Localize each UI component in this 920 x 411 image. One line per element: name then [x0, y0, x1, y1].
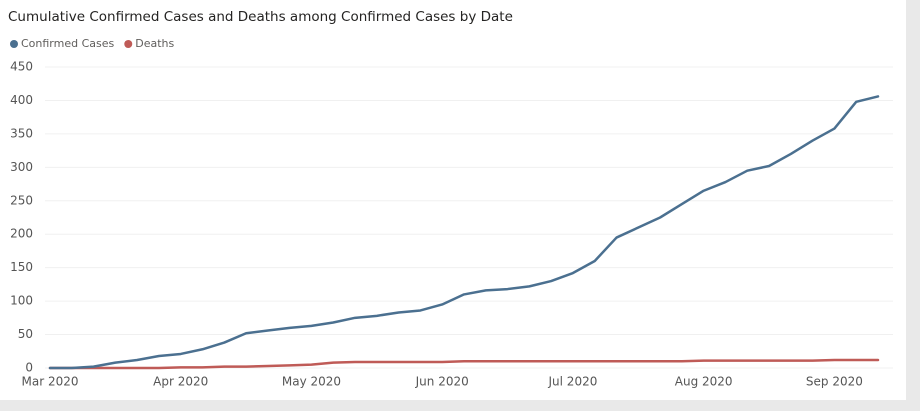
- y-tick-label: 350: [10, 126, 33, 140]
- x-tick-label: Jun 2020: [415, 375, 469, 389]
- y-tick-label: 50: [18, 327, 33, 341]
- legend-marker: [10, 40, 18, 48]
- x-tick-label: Aug 2020: [675, 375, 733, 389]
- y-tick-label: 450: [10, 60, 33, 74]
- y-tick-label: 200: [10, 227, 33, 241]
- series-line: [48, 95, 880, 370]
- x-tick-label: Apr 2020: [153, 375, 208, 389]
- legend-marker: [124, 40, 133, 48]
- series-line: [48, 358, 880, 370]
- y-tick-label: 150: [10, 260, 33, 274]
- panel: [0, 0, 906, 400]
- x-tick-label: Sep 2020: [806, 375, 863, 389]
- y-tick-label: 300: [10, 160, 33, 174]
- x-tick-label: Jul 2020: [548, 375, 598, 389]
- y-tick-label: 0: [25, 361, 33, 375]
- y-tick-label: 100: [10, 294, 33, 308]
- chart-title: Cumulative Confirmed Cases and Deaths am…: [8, 9, 513, 25]
- y-tick-label: 400: [10, 93, 33, 107]
- legend-label: Confirmed Cases: [21, 37, 115, 50]
- y-tick-label: 250: [10, 193, 33, 207]
- legend-label: Deaths: [135, 37, 174, 50]
- x-tick-label: Mar 2020: [22, 375, 79, 389]
- x-tick-label: May 2020: [282, 375, 341, 389]
